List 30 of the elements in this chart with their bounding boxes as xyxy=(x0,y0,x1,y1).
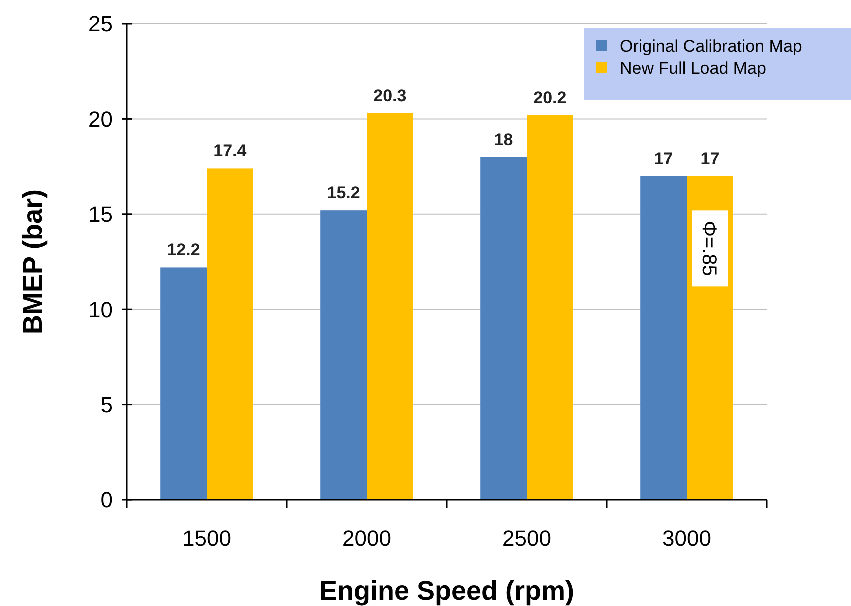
data-label: 17 xyxy=(654,149,674,168)
data-label: 20.2 xyxy=(534,88,567,108)
data-label: 17 xyxy=(700,149,720,168)
data-label: 17.4 xyxy=(214,142,248,161)
bar xyxy=(160,268,207,500)
data-label: 18 xyxy=(494,130,514,150)
x-tick-label: 2000 xyxy=(342,526,392,551)
y-tick-label: 25 xyxy=(88,12,113,37)
y-axis-title: BMEP (bar) xyxy=(18,189,48,335)
x-tick-label: 2500 xyxy=(502,526,552,551)
bar xyxy=(640,176,687,500)
data-label: 12.2 xyxy=(167,240,200,260)
y-tick-label: 20 xyxy=(88,106,113,132)
bar xyxy=(527,115,574,500)
x-tick-label: 3000 xyxy=(662,526,712,551)
bar xyxy=(320,210,367,500)
bar xyxy=(367,113,414,500)
y-tick-label: 10 xyxy=(88,297,113,322)
annotation: Φ=.85 xyxy=(698,220,720,276)
bar xyxy=(480,157,527,500)
data-label: 15.2 xyxy=(327,184,360,203)
data-label: 20.3 xyxy=(374,86,407,106)
y-tick-label: 15 xyxy=(88,202,113,228)
legend-label: New Full Load Map xyxy=(620,58,766,78)
bar xyxy=(207,168,254,500)
legend-label: Original Calibration Map xyxy=(620,36,802,56)
x-tick-label: 1500 xyxy=(182,526,232,551)
y-tick-label: 5 xyxy=(100,392,113,418)
y-tick-label: 0 xyxy=(100,488,113,513)
x-axis-title: Engine Speed (rpm) xyxy=(319,576,575,606)
